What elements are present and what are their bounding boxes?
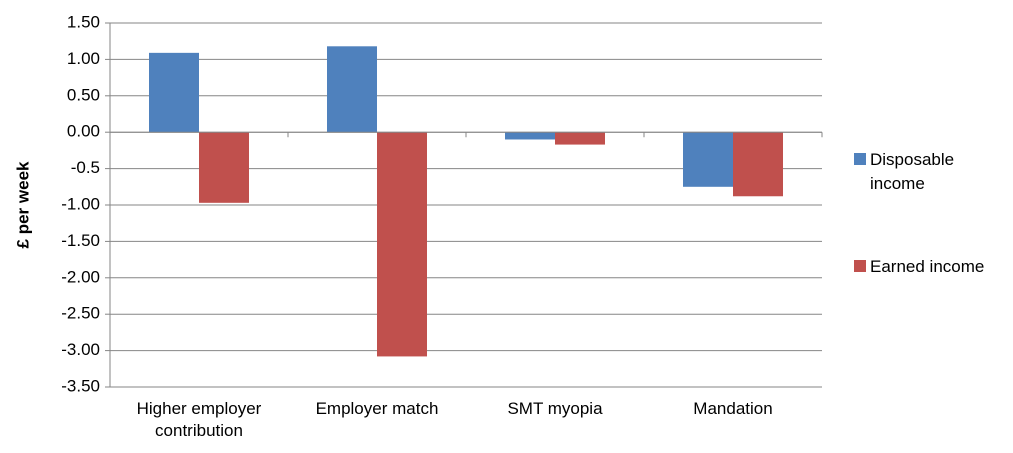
x-tick-label: Employer match <box>315 399 439 418</box>
y-tick-label: -3.00 <box>61 340 100 359</box>
x-tick-label: Mandation <box>693 399 773 418</box>
y-tick-label: -2.00 <box>61 267 100 286</box>
x-tick-label: Higher employer contribution <box>136 399 262 440</box>
y-tick-label: 1.50 <box>67 12 100 31</box>
x-tick-label: SMT myopia <box>507 399 603 418</box>
bar <box>683 132 733 187</box>
bar <box>505 132 555 140</box>
legend-swatch <box>854 153 866 165</box>
bar <box>149 52 199 133</box>
y-tick-label: -0.5 <box>71 158 100 177</box>
bar <box>327 46 377 133</box>
y-tick-label: 0.50 <box>67 85 100 104</box>
bar <box>377 132 427 357</box>
y-tick-label: -2.50 <box>61 304 100 323</box>
y-tick-label: 0.00 <box>67 122 100 141</box>
y-axis-label: £ per week <box>13 161 32 248</box>
y-tick-label: -1.50 <box>61 231 100 250</box>
bar <box>199 132 249 203</box>
bar <box>555 132 605 145</box>
y-tick-label: 1.00 <box>67 49 100 68</box>
bar <box>733 132 783 197</box>
y-tick-label: -1.00 <box>61 194 100 213</box>
legend-label: Earned income <box>870 257 985 276</box>
y-tick-label: -3.50 <box>61 376 100 395</box>
legend-swatch <box>854 260 866 272</box>
legend-label: Disposable income <box>870 150 955 193</box>
